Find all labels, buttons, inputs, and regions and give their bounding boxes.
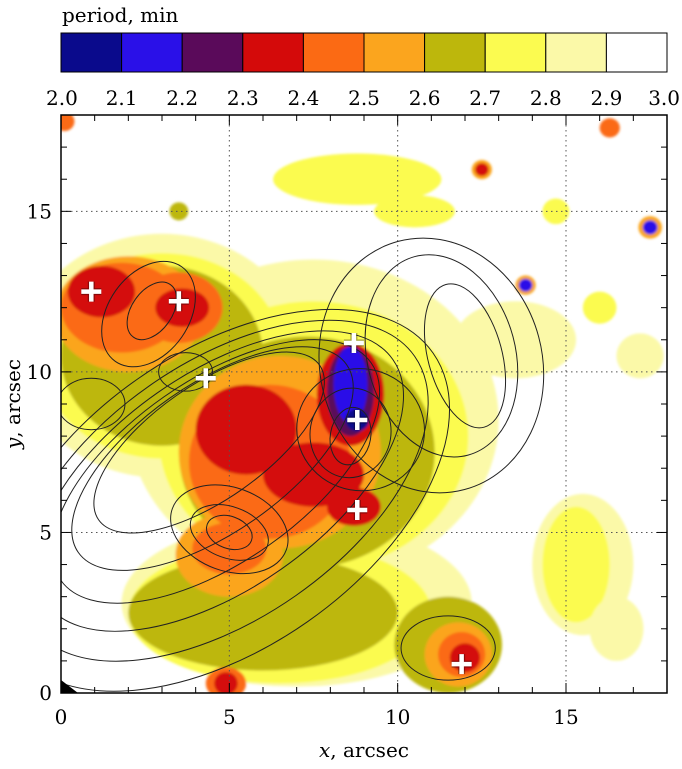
contour-line xyxy=(400,615,496,681)
cross-marker xyxy=(168,291,189,312)
contour-line xyxy=(189,504,269,561)
contour-line xyxy=(296,368,426,492)
plot-area: 0 5 10 15 0 5 10 15 xyxy=(27,114,668,729)
colorbar-bin xyxy=(484,32,547,73)
y-axis-variable: y xyxy=(1,437,25,450)
colorbar-bin xyxy=(242,32,304,73)
period-heatmap xyxy=(61,115,664,693)
period-region xyxy=(454,301,577,379)
x-axis-label: x, arcsec xyxy=(319,738,409,762)
colorbar-bin xyxy=(181,32,244,73)
source-markers xyxy=(81,281,472,675)
y-tick-label: 5 xyxy=(39,520,52,544)
x-tick-label: 0 xyxy=(55,705,68,729)
colorbar-tick-label: 3.0 xyxy=(648,86,680,110)
contour-line xyxy=(71,346,354,571)
cross-marker xyxy=(81,281,102,302)
colorbar-tick-label: 2.1 xyxy=(106,86,138,110)
colorbar-bin xyxy=(545,32,607,73)
x-tick-label: 5 xyxy=(223,705,236,729)
contour-line xyxy=(61,319,429,662)
colorbar-tick-label: 2.0 xyxy=(46,86,78,110)
colorbar-bin xyxy=(302,32,365,73)
colorbar-tick-label: 2.2 xyxy=(166,86,198,110)
y-axis-label: y, arcsec xyxy=(1,359,25,450)
colorbar-tick-label: 2.4 xyxy=(287,86,319,110)
colorbar-bin xyxy=(424,32,486,73)
period-region xyxy=(599,118,620,138)
x-axis-variable: x xyxy=(319,738,330,762)
contour-line xyxy=(170,484,289,575)
colorbar-title: period, min xyxy=(62,3,179,27)
contour-line xyxy=(158,352,213,392)
contour-line xyxy=(101,260,196,368)
period-region xyxy=(192,522,267,575)
period-region xyxy=(214,672,238,693)
period-region xyxy=(195,384,297,475)
colorbar-tick-label: 2.7 xyxy=(469,86,501,110)
colorbar-bin xyxy=(605,32,668,73)
period-region xyxy=(642,220,658,235)
x-axis-unit: , arcsec xyxy=(330,738,409,762)
colorbar-bin xyxy=(363,32,426,73)
axis-tick-labels: 0 5 10 15 0 5 10 15 xyxy=(27,199,579,729)
contour-line xyxy=(364,254,519,458)
period-region xyxy=(67,265,136,318)
colorbar-tick-label: 2.8 xyxy=(530,86,562,110)
period-region xyxy=(374,195,455,228)
x-tick-label: 10 xyxy=(385,705,410,729)
cross-marker xyxy=(343,332,364,353)
period-region xyxy=(582,291,617,324)
cross-marker xyxy=(195,368,216,389)
cross-marker xyxy=(347,499,368,520)
period-region xyxy=(542,198,570,225)
contour-line xyxy=(61,377,126,431)
period-region xyxy=(616,333,664,379)
contour-line xyxy=(61,308,451,692)
y-tick-label: 15 xyxy=(27,199,52,223)
colorbar-tick-labels: 2.0 2.1 2.2 2.3 2.4 2.5 2.6 2.7 2.8 2.9 3.0 xyxy=(46,86,680,110)
y-axis-unit: , arcsec xyxy=(1,359,25,438)
y-tick-label: 0 xyxy=(39,681,52,705)
period-region xyxy=(589,596,644,661)
colorbar-tick-label: 2.9 xyxy=(590,86,622,110)
cross-marker xyxy=(347,410,368,431)
contour-line xyxy=(61,330,405,632)
colorbar-bins xyxy=(60,32,668,73)
colorbar-bin xyxy=(60,32,123,73)
axis-ticks xyxy=(60,114,668,694)
colorbar-tick-label: 2.5 xyxy=(348,86,380,110)
x-tick-label: 15 xyxy=(553,705,578,729)
period-region xyxy=(326,487,381,527)
period-region xyxy=(518,278,533,292)
contour-line xyxy=(329,406,372,466)
intensity-contours xyxy=(61,237,545,692)
colorbar-tick-label: 2.3 xyxy=(227,86,259,110)
colorbar-tick-label: 2.6 xyxy=(409,86,441,110)
corner-triangle xyxy=(61,680,78,693)
period-region xyxy=(542,506,610,623)
grid-lines xyxy=(61,115,667,693)
contour-line xyxy=(318,237,545,494)
y-tick-label: 10 xyxy=(27,360,52,384)
colorbar: period, min 2.0 2.1 2.2 2.3 2.4 2.5 2.6 2.7 2.8 2… xyxy=(46,3,680,110)
period-region xyxy=(333,346,368,424)
contour-line xyxy=(126,281,178,341)
period-region xyxy=(263,442,364,507)
period-region xyxy=(169,202,189,221)
contour-line xyxy=(61,339,381,604)
contour-line xyxy=(423,283,507,429)
period-region xyxy=(61,115,75,132)
period-region xyxy=(273,153,442,205)
contour-line xyxy=(206,514,253,551)
cross-marker xyxy=(451,654,472,675)
colorbar-bin xyxy=(121,32,183,73)
contour-line xyxy=(309,387,392,479)
period-region xyxy=(475,163,489,177)
